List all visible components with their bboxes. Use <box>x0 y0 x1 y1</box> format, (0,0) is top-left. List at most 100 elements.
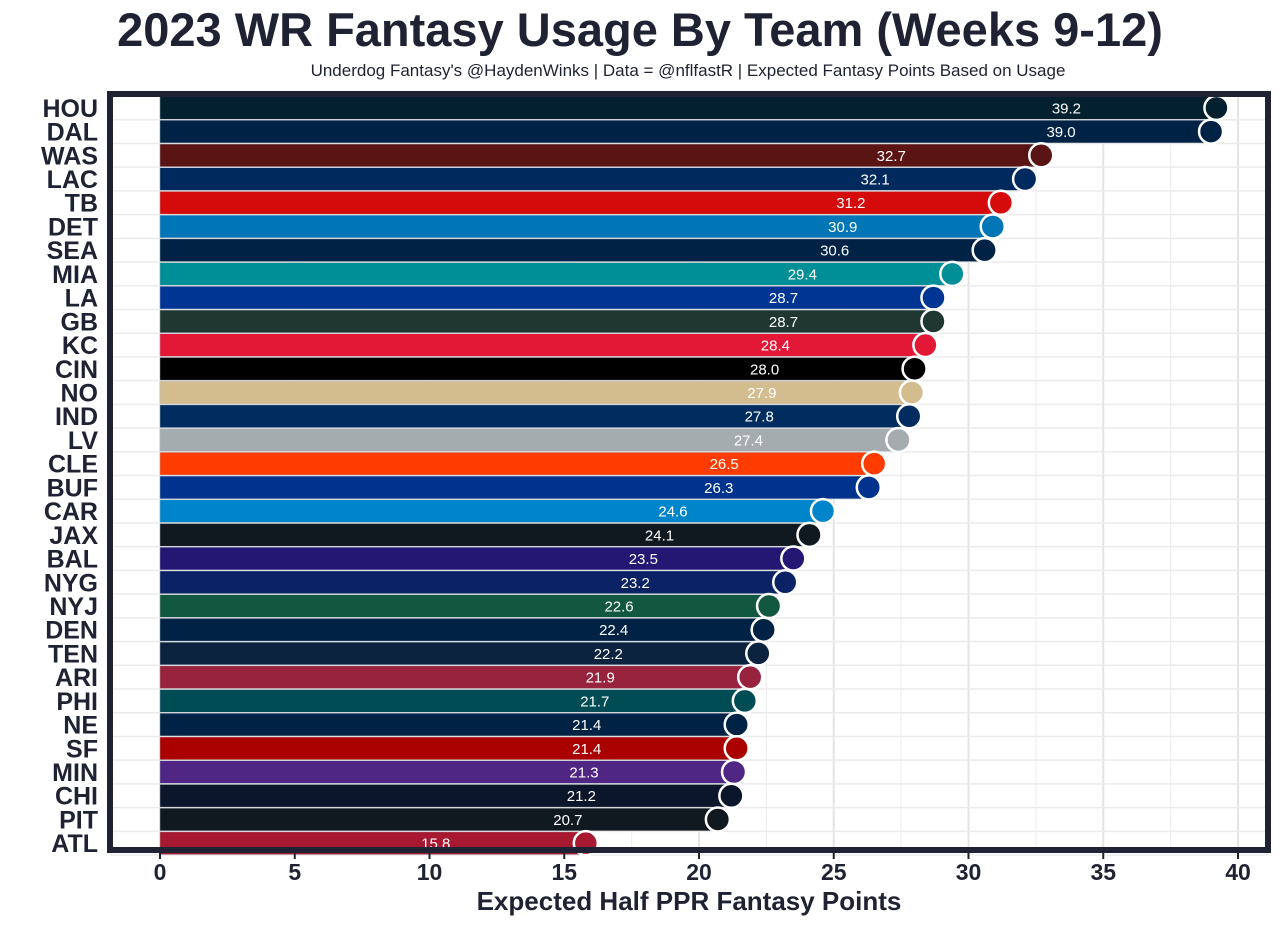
bar-cin <box>159 357 915 381</box>
bar-chi <box>159 784 732 808</box>
bar-lv <box>159 428 899 452</box>
x-tick-label: 5 <box>288 859 301 885</box>
bar-kc <box>159 333 926 357</box>
browns-logo-icon <box>860 450 888 477</box>
patriots-logo-icon <box>723 711 750 738</box>
value-label-chi: 21.2 <box>567 788 596 805</box>
value-label-det: 30.9 <box>828 219 857 236</box>
y-tick-label-ne: NE <box>63 712 98 740</box>
broncos-logo-icon <box>750 616 777 643</box>
washington-logo-icon <box>1028 142 1055 169</box>
titans-logo-icon <box>745 640 772 667</box>
x-tick-label: 30 <box>956 859 982 885</box>
cardinals-logo-icon <box>736 663 764 691</box>
value-label-min: 21.3 <box>569 765 598 782</box>
bar-mia <box>159 262 953 286</box>
bar-nyj <box>159 594 770 618</box>
y-tick-label-min: MIN <box>52 759 98 787</box>
bar-no <box>159 381 913 405</box>
y-tick-label-bal: BAL <box>47 546 98 574</box>
x-tick-label: 0 <box>154 859 167 885</box>
raiders-logo-icon <box>885 426 912 454</box>
y-tick-label-car: CAR <box>44 498 98 526</box>
vikings-logo-icon <box>720 758 748 786</box>
y-tick-label-den: DEN <box>45 617 98 645</box>
y-tick-label-cle: CLE <box>48 451 98 479</box>
bar-sea <box>159 238 985 262</box>
value-label-lv: 27.4 <box>734 432 763 449</box>
y-tick-label-mia: MIA <box>52 261 98 289</box>
bar-nyg <box>159 570 786 594</box>
y-tick-label-no: NO <box>61 380 99 408</box>
y-tick-label-ind: IND <box>55 403 98 431</box>
bills-logo-icon <box>855 474 883 501</box>
bar-buf <box>159 475 869 499</box>
bar-car <box>159 499 824 523</box>
x-tick-label: 20 <box>686 859 712 885</box>
chiefs-logo-icon <box>912 331 939 359</box>
y-tick-label-tb: TB <box>65 190 98 218</box>
value-label-la: 28.7 <box>769 290 798 307</box>
bar-jax <box>159 523 810 547</box>
y-tick-label-hou: HOU <box>42 95 98 123</box>
y-tick-label-ari: ARI <box>55 664 98 692</box>
value-label-gb: 28.7 <box>769 314 798 331</box>
bar-ten <box>159 641 759 665</box>
colts-logo-icon <box>895 402 923 430</box>
bar-gb <box>159 309 934 333</box>
dallas-cowboys-logo-icon <box>1197 118 1225 145</box>
dolphins-logo-icon <box>939 260 966 288</box>
value-label-den: 22.4 <box>599 622 628 639</box>
y-tick-label-det: DET <box>48 213 98 241</box>
y-tick-label-was: WAS <box>41 142 98 170</box>
y-tick-label-buf: BUF <box>47 474 98 502</box>
chargers-logo-icon <box>1011 165 1039 193</box>
value-label-sea: 30.6 <box>820 243 849 260</box>
value-label-was: 32.7 <box>877 148 906 165</box>
y-tick-label-sea: SEA <box>47 237 98 265</box>
y-tick-label-jax: JAX <box>49 522 98 550</box>
plot-frame <box>107 91 1271 853</box>
bar-tb <box>159 191 1002 215</box>
value-label-sf: 21.4 <box>572 741 601 758</box>
value-label-jax: 24.1 <box>645 527 674 544</box>
value-label-cle: 26.5 <box>710 456 739 473</box>
value-label-bal: 23.5 <box>629 551 658 568</box>
y-tick-label-pit: PIT <box>59 806 98 834</box>
y-tick-label-sf: SF <box>66 735 98 763</box>
value-label-ind: 27.8 <box>745 409 774 426</box>
value-label-dal: 39.0 <box>1046 124 1075 141</box>
y-tick-label-chi: CHI <box>55 783 98 811</box>
value-label-mia: 29.4 <box>788 266 817 283</box>
bar-lac <box>159 167 1026 191</box>
jaguars-logo-icon <box>796 521 823 549</box>
bar-ind <box>159 404 910 428</box>
jets-logo-icon <box>755 592 783 620</box>
x-tick-label: 35 <box>1090 859 1116 885</box>
value-label-pit: 20.7 <box>553 812 582 829</box>
bar-la <box>159 286 934 310</box>
lions-logo-icon <box>979 213 1007 240</box>
chart-subtitle: Underdog Fantasy's @HaydenWinks | Data =… <box>310 61 1066 80</box>
x-tick-label: 40 <box>1225 859 1251 885</box>
bar-ari <box>159 665 751 689</box>
value-label-phi: 21.7 <box>580 693 609 710</box>
bar-phi <box>159 689 746 713</box>
bar-ne <box>159 713 737 737</box>
x-tick-label: 10 <box>417 859 443 885</box>
buccaneers-logo-icon <box>987 189 1015 216</box>
value-label-tb: 31.2 <box>836 195 865 212</box>
ravens-logo-icon <box>780 545 807 572</box>
y-tick-label-dal: DAL <box>47 119 98 147</box>
bears-logo-icon <box>718 782 745 809</box>
value-label-kc: 28.4 <box>761 338 790 355</box>
rams-logo-icon <box>920 284 947 311</box>
y-tick-label-phi: PHI <box>56 688 98 716</box>
houston-texans-logo-icon <box>1203 94 1230 122</box>
x-tick-label: 25 <box>821 859 847 885</box>
panthers-logo-icon <box>809 497 837 525</box>
y-tick-label-gb: GB <box>61 308 99 336</box>
bengals-logo-icon <box>901 355 928 383</box>
seahawks-logo-icon <box>971 236 998 264</box>
